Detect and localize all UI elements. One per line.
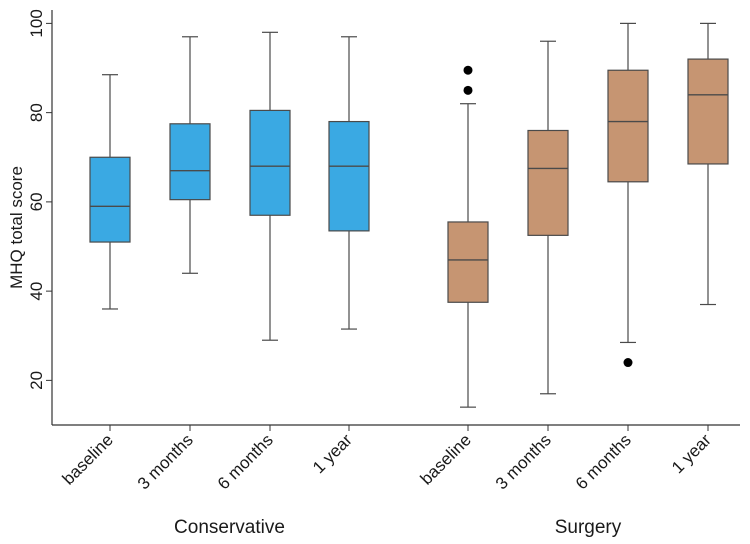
y-tick-label: 100 — [27, 9, 46, 37]
iqr-box — [328, 120, 370, 232]
x-tick-label: baseline — [59, 430, 117, 488]
plot-frame — [51, 10, 740, 426]
iqr-box — [89, 156, 131, 243]
outlier-point — [463, 65, 473, 75]
y-axis: 20 40 60 80 100 — [27, 9, 52, 390]
iqr-box — [527, 129, 569, 236]
x-tick-label: baseline — [417, 430, 475, 488]
box-conservative-baseline — [89, 74, 131, 310]
group-label-surgery: Surgery — [555, 517, 622, 538]
x-tick-label: 3 months — [492, 430, 555, 493]
box-series — [89, 22, 729, 408]
y-tick-label: 60 — [27, 192, 46, 211]
x-tick-labels: baseline 3 months 6 months 1 year baseline 3 … — [59, 425, 715, 493]
iqr-box — [687, 58, 729, 165]
x-tick-label: 1 year — [668, 430, 715, 477]
box-conservative-1-year — [328, 36, 370, 330]
x-tick-label: 6 months — [572, 430, 635, 493]
y-tick-label: 20 — [27, 371, 46, 390]
outlier-point — [623, 358, 633, 368]
iqr-box — [249, 109, 291, 216]
iqr-box — [607, 69, 649, 183]
outlier-point — [463, 85, 473, 95]
x-tick-label: 6 months — [214, 430, 277, 493]
box-conservative-6-months — [249, 31, 291, 341]
box-surgery-baseline — [447, 65, 489, 408]
x-tick-label: 1 year — [309, 430, 356, 477]
iqr-box — [169, 123, 211, 201]
group-label-conservative: Conservative — [174, 517, 285, 538]
iqr-box — [447, 221, 489, 303]
box-conservative-3-months — [169, 36, 211, 274]
box-surgery-3-months — [527, 40, 569, 395]
y-tick-label: 40 — [27, 282, 46, 301]
box-surgery-1-year — [687, 22, 729, 306]
x-tick-label: 3 months — [134, 430, 197, 493]
box-surgery-6-months — [607, 22, 649, 368]
y-axis-title: MHQ total score — [7, 166, 26, 289]
y-tick-label: 80 — [27, 103, 46, 122]
group-labels: Conservative Surgery — [174, 517, 622, 538]
